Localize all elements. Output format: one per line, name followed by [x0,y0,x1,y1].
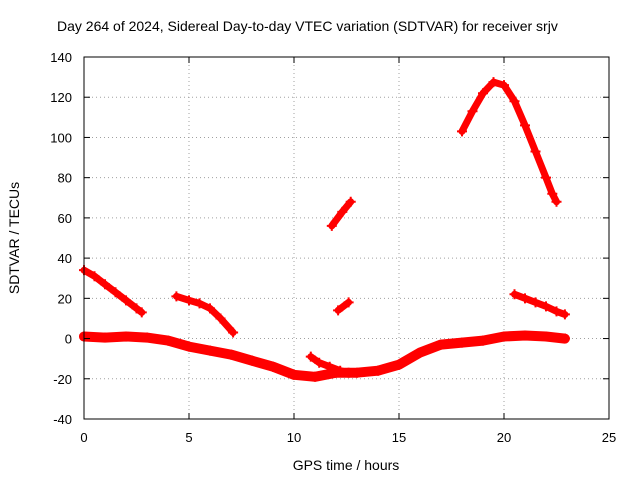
x-tick-label: 15 [392,430,406,445]
series-7-line [458,78,560,206]
data-point [547,188,558,199]
data-point [415,347,425,358]
data-point [530,297,541,308]
data-point [314,357,325,368]
data-point [226,349,236,360]
data-point [541,172,551,183]
data-point [289,369,299,380]
data-point [335,365,346,376]
data-point [541,331,551,342]
data-point [551,196,562,207]
plot-frame [83,56,610,420]
data-point [142,332,152,343]
data-point [520,120,530,131]
data-point [326,220,337,231]
data-series [79,77,570,382]
data-point [171,291,182,302]
data-point [478,88,488,99]
data-point [100,279,110,290]
gridlines [84,57,609,419]
x-tick-label: 10 [287,430,301,445]
series-1-line [79,330,570,382]
data-point [343,297,354,308]
data-point [509,96,520,107]
data-point [551,306,562,317]
series-3-line [172,292,237,336]
data-point [488,77,499,88]
data-point [310,371,320,382]
data-point [205,345,215,356]
y-tick-label: 60 [58,211,72,226]
y-tick-label: 0 [65,332,72,347]
data-point [559,333,570,344]
y-tick-label: 120 [50,90,72,105]
y-tick-label: 80 [58,171,72,186]
data-point [530,146,541,157]
data-point [184,341,194,352]
y-tick-label: 140 [50,50,72,65]
chart-title: Day 264 of 2024, Sidereal Day-to-day VTE… [57,18,558,34]
data-point [205,303,215,314]
y-tick-label: 40 [58,251,72,266]
data-point [136,307,147,318]
series-6-line [328,198,355,230]
data-point [499,80,509,91]
data-point [541,301,551,312]
data-point [394,359,404,370]
data-point [100,332,110,343]
data-point [194,298,205,309]
data-point [499,331,509,342]
data-point [457,337,467,348]
data-point [457,126,467,137]
y-tick-label: 20 [58,291,72,306]
data-point [509,289,520,300]
data-point [121,331,131,342]
data-point [184,295,194,306]
y-axis-label: SDTVAR / TECUs [6,182,22,294]
data-point [337,206,348,217]
data-point [305,351,316,362]
data-point [343,367,354,378]
data-point [89,271,100,282]
data-point [559,309,570,320]
series-5-line [334,298,353,314]
data-point [478,335,488,346]
x-tick-label: 20 [497,430,511,445]
data-point [110,287,121,298]
data-point [324,361,335,372]
data-point [163,335,173,346]
data-point [228,327,239,338]
data-point [520,330,530,341]
data-point [121,295,131,306]
data-point [436,339,446,350]
x-tick-label: 25 [602,430,616,445]
data-point [352,367,362,378]
x-axis-label: GPS time / hours [293,457,400,473]
y-tick-label: -40 [53,412,72,427]
y-tick-label: -20 [53,372,72,387]
axis-ticks: 0 5 10 15 20 25 -40 -20 0 20 40 60 80 100 120 140 [50,50,616,445]
data-point [373,365,383,376]
x-tick-label: 0 [80,430,87,445]
data-point [467,106,478,117]
data-point [247,355,257,366]
data-point [520,293,530,304]
x-tick-label: 5 [185,430,192,445]
data-point [333,305,344,316]
data-point [268,361,278,372]
y-tick-label: 100 [50,130,72,145]
data-point [215,313,226,324]
data-point [131,303,142,314]
data-point [345,196,356,207]
